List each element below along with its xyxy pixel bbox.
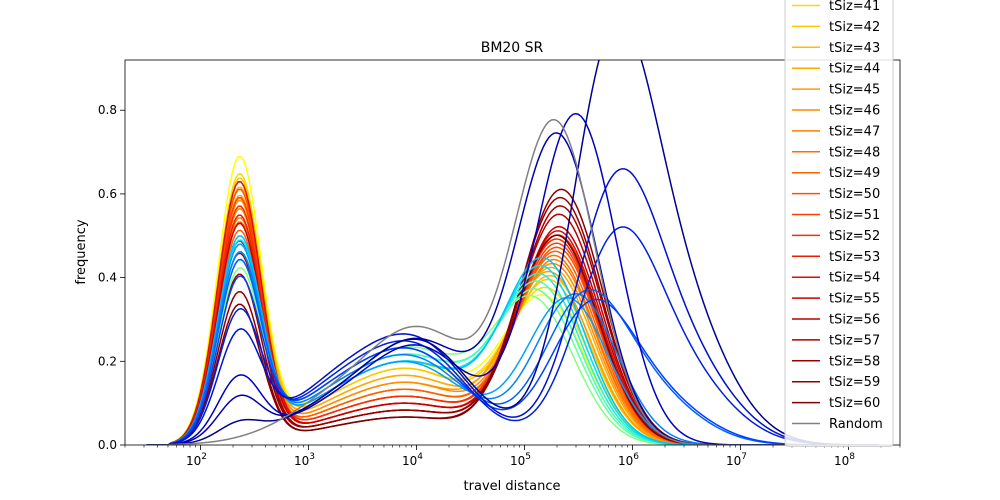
y-tick-label: 0.6 [98, 187, 117, 201]
legend-label: Random [829, 417, 883, 432]
legend-label: tSiz=51 [829, 208, 880, 223]
legend-label: tSiz=54 [829, 271, 880, 286]
x-axis-ticks: 102 103 104 105 106 107 108 [124, 445, 901, 468]
y-tick-label: 0.4 [98, 271, 117, 285]
series-line-33 [146, 168, 879, 445]
x-tick-label: 102 [186, 452, 207, 468]
legend-label: tSiz=52 [829, 229, 880, 244]
legend-label: tSiz=59 [829, 375, 880, 390]
series-line-31 [146, 275, 879, 445]
x-tick-label: 107 [726, 452, 747, 468]
legend-label: tSiz=41 [829, 0, 880, 14]
x-tick-label: 106 [618, 452, 639, 468]
legend-box [784, 0, 894, 447]
legend-label: tSiz=44 [829, 62, 880, 77]
x-tick-label: 103 [294, 452, 315, 468]
legend-label: tSiz=47 [829, 124, 880, 139]
y-tick-label: 0.0 [98, 438, 117, 452]
plot-frame [124, 59, 901, 446]
x-tick-label: 105 [510, 452, 531, 468]
legend-label: tSiz=49 [829, 166, 880, 181]
series-line-34 [146, 112, 879, 445]
legend-label: tSiz=50 [829, 187, 880, 202]
legend-label: tSiz=60 [829, 396, 880, 411]
legend: tSiz=41 tSiz=42 tSiz=43 tSiz=44 tSiz=45 tSiz=… [784, 0, 894, 447]
series-layer [146, 60, 879, 445]
x-tick-label: 108 [834, 452, 855, 468]
series-line-35 [146, 132, 879, 445]
series-line-36 [146, 60, 879, 445]
legend-label: tSiz=46 [829, 104, 880, 119]
legend-label: tSiz=56 [829, 313, 880, 328]
legend-label: tSiz=48 [829, 145, 880, 160]
x-tick-label: 104 [402, 452, 423, 468]
y-axis-ticks: 0.0 0.2 0.4 0.6 0.8 [98, 103, 125, 452]
y-tick-label: 0.2 [98, 354, 117, 368]
series-line-32 [146, 226, 879, 445]
legend-label: tSiz=42 [829, 20, 880, 35]
series-line-37 [146, 118, 879, 445]
legend-label: tSiz=57 [829, 333, 880, 348]
legend-label: tSiz=43 [829, 41, 880, 56]
chart-title: BM20 SR [481, 40, 544, 56]
series-line-21 [146, 234, 879, 445]
legend-label: tSiz=53 [829, 250, 880, 265]
x-axis-label: travel distance [464, 479, 561, 494]
legend-label: tSiz=55 [829, 292, 880, 307]
y-axis-label: frequency [74, 219, 89, 285]
y-tick-label: 0.8 [98, 103, 117, 117]
series-line-30 [146, 258, 879, 445]
legend-label: tSiz=58 [829, 354, 880, 369]
series-line-27 [146, 235, 879, 445]
axes-layer [124, 59, 901, 446]
legend-label: tSiz=45 [829, 83, 880, 98]
